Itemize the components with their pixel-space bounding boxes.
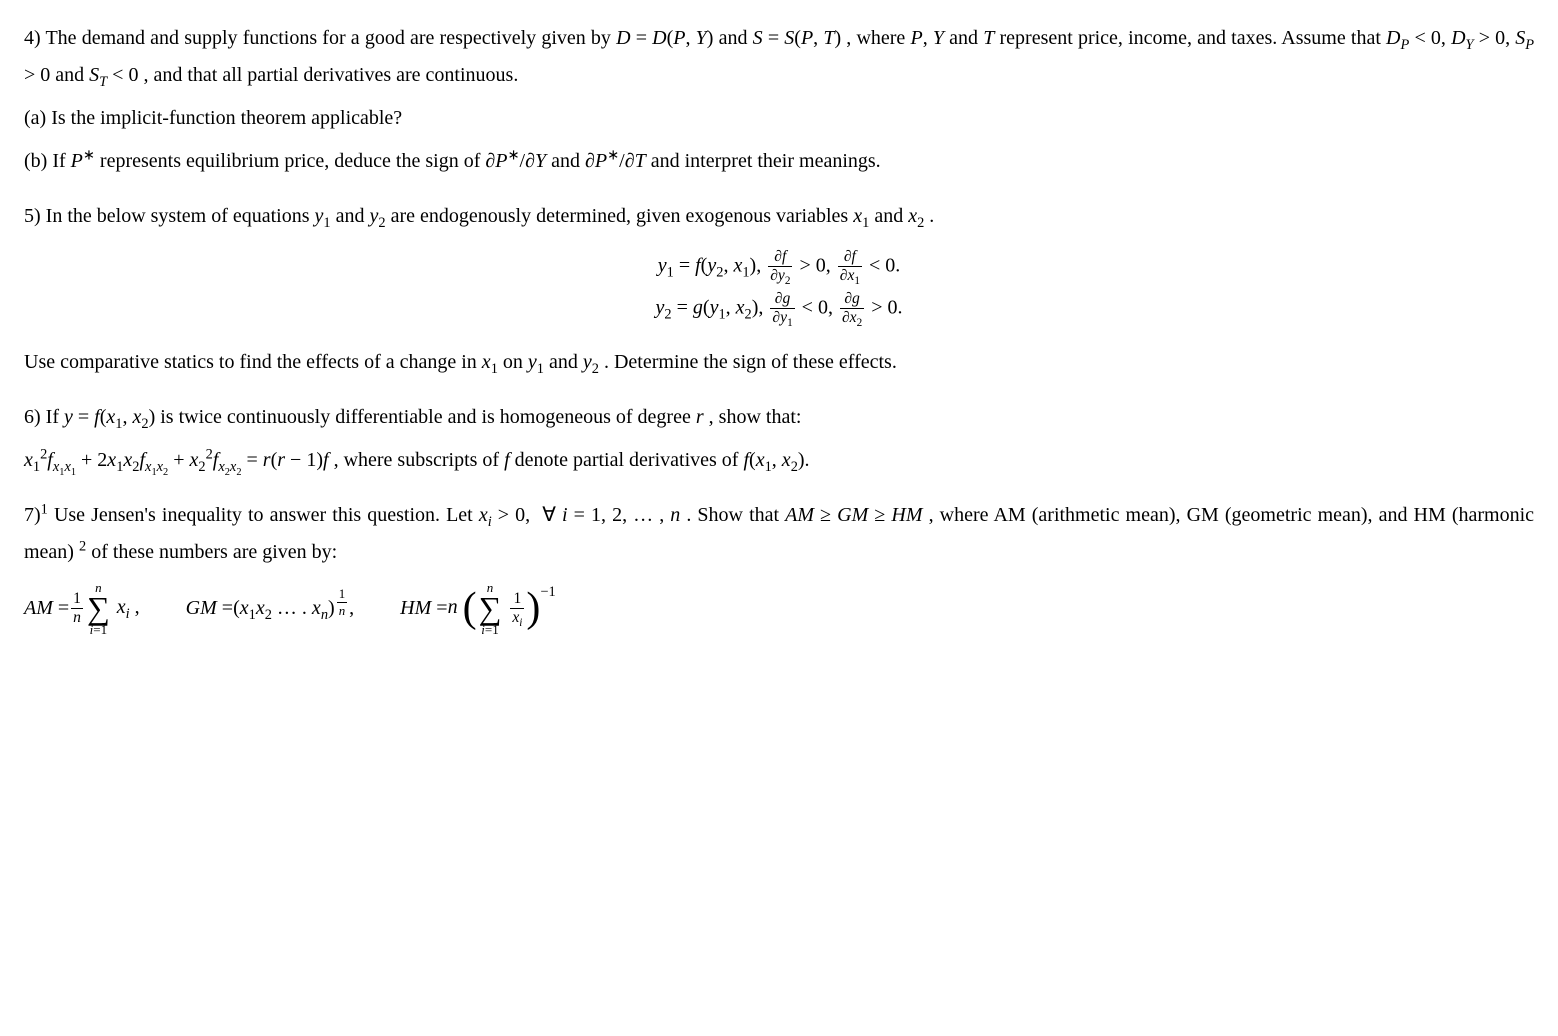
gm-expr: (x1x2 … . xn)1n, xyxy=(233,590,354,627)
p7-ineq: AM ≥ GM ≥ HM xyxy=(785,504,922,526)
p7-fn2: 2 xyxy=(79,541,86,563)
p7-xi: xi > 0, ∀ i = 1, 2, … , n xyxy=(479,504,680,526)
hm-expr: n (n∑i=1 1xi)−1 xyxy=(448,581,556,636)
p4-mid2: represent price, income, and taxes. Assu… xyxy=(1000,27,1387,49)
p6-yf: y = f(x1, x2) xyxy=(64,406,155,428)
p5-equation-block: y1 = f(y2, x1), ∂f∂y2 > 0, ∂f∂x1 < 0. y2… xyxy=(24,249,1534,326)
p4-b-mid: represents equilibrium price, deduce the… xyxy=(100,150,485,172)
p4-b-and: and xyxy=(551,150,585,172)
p5-mid: are endogenously determined, given exoge… xyxy=(391,205,854,227)
gm-label: GM = xyxy=(186,590,233,627)
p7-lead: 7)1 Use Jensen's inequality to answer th… xyxy=(24,504,479,526)
am-definition: AM = 1nn∑i=1 xi , xyxy=(24,581,140,636)
p5-tail-end: . Determine the sign of these effects. xyxy=(604,351,897,373)
problem-4: 4) The demand and supply functions for a… xyxy=(24,20,1534,180)
p4-mid1: , where xyxy=(846,27,910,49)
p6-mid1: is twice continuously differentiable and… xyxy=(160,406,696,428)
p4-b-lead: (b) If xyxy=(24,150,71,172)
means-definitions: AM = 1nn∑i=1 xi , GM = (x1x2 … . xn)1n, … xyxy=(24,581,1534,636)
problem-5: 5) In the below system of equations y1 a… xyxy=(24,198,1534,381)
p6-tail: , where subscripts of f denote partial d… xyxy=(334,449,810,471)
p5-lead: 5) In the below system of equations xyxy=(24,205,315,227)
p5-tail-mid: on xyxy=(503,351,528,373)
p4-eq1: D = D(P, Y) and S = S(P, T) xyxy=(616,27,841,49)
p6-eq-line: x12fx1x1 + 2x1x2fx1x2 + x22fx2x2 = r(r −… xyxy=(24,442,1534,479)
p6-mid2: , show that: xyxy=(709,406,802,428)
p4-part-a: (a) Is the implicit-function theorem app… xyxy=(24,100,1534,137)
p6-lead: 6) If xyxy=(24,406,64,428)
hm-label: HM = xyxy=(400,590,447,627)
p5-tail-x1: x1 xyxy=(482,351,498,373)
p5-y1y2: y1 and y2 xyxy=(315,205,386,227)
p7-mid1: . Show that xyxy=(686,504,785,526)
p4-b-tail: and interpret their meanings. xyxy=(651,150,881,172)
p4-b-pstar: P∗ xyxy=(71,150,95,172)
p6-eq: x12fx1x1 + 2x1x2fx1x2 + x22fx2x2 = r(r −… xyxy=(24,449,329,471)
problem-7: 7)1 Use Jensen's inequality to answer th… xyxy=(24,497,1534,636)
p5-period: . xyxy=(929,205,934,227)
p5-tail-lead: Use comparative statics to find the effe… xyxy=(24,351,482,373)
p5-eq-line1: y1 = f(y2, x1), ∂f∂y2 > 0, ∂f∂x1 < 0. xyxy=(24,249,1534,285)
p7-tail2: of these numbers are given by: xyxy=(91,541,337,563)
am-label: AM = xyxy=(24,590,69,627)
p4-tail1: , and that all partial derivatives are c… xyxy=(143,64,518,86)
p5-x1x2: x1 and x2 xyxy=(853,205,924,227)
p4-b-dpdt: ∂P∗/∂T xyxy=(585,150,646,172)
hm-definition: HM = n (n∑i=1 1xi)−1 xyxy=(400,581,556,636)
p4-lead: 4) The demand and supply functions for a… xyxy=(24,27,616,49)
p6-r: r xyxy=(696,406,704,428)
gm-definition: GM = (x1x2 … . xn)1n, xyxy=(186,590,355,627)
am-expr: 1nn∑i=1 xi , xyxy=(69,581,140,636)
p4-vars: P, Y and T xyxy=(910,27,994,49)
p5-eq-line2: y2 = g(y1, x2), ∂g∂y1 < 0, ∂g∂x2 > 0. xyxy=(24,291,1534,327)
p5-tail-y1y2: y1 and y2 xyxy=(528,351,599,373)
p4-b-dpdy: ∂P∗/∂Y xyxy=(485,150,546,172)
problem-6: 6) If y = f(x1, x2) is twice continuousl… xyxy=(24,399,1534,479)
p4-part-b: (b) If P∗ represents equilibrium price, … xyxy=(24,143,1534,180)
